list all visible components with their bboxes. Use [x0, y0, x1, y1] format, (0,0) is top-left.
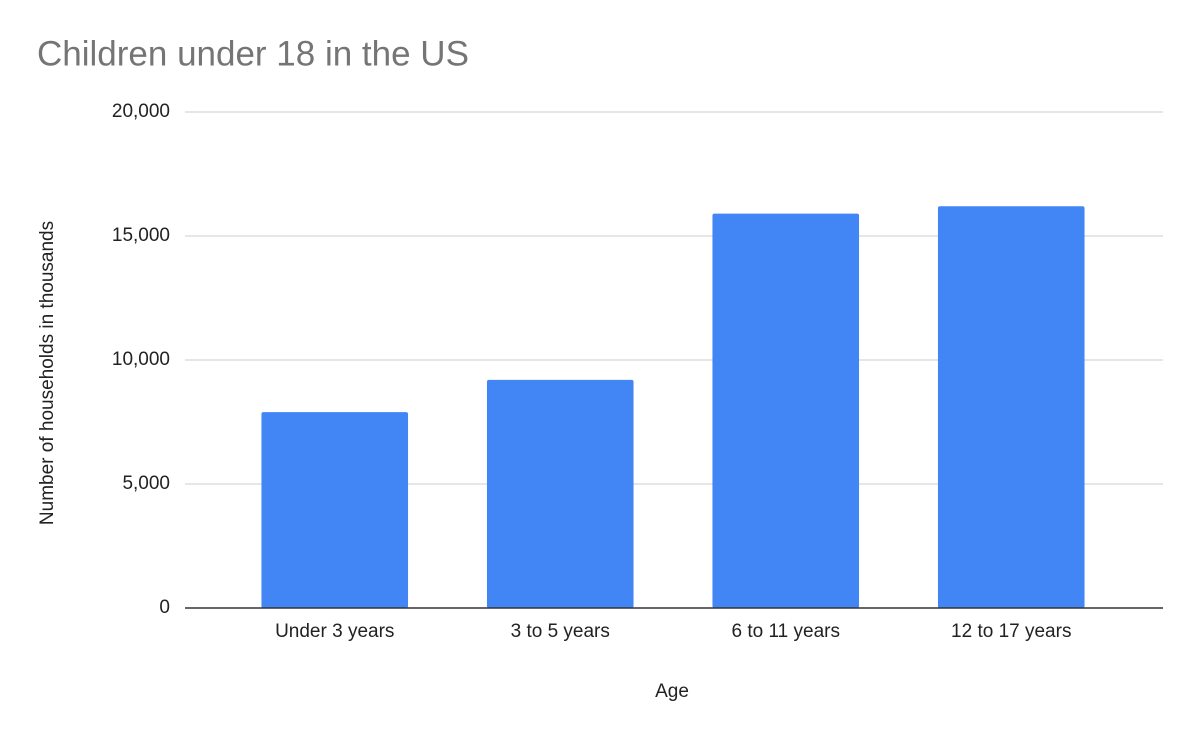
y-tick-label: 15,000: [112, 225, 170, 246]
bar: [712, 213, 860, 608]
y-tick-label: 5,000: [122, 473, 170, 494]
chart-title: Children under 18 in the US: [37, 34, 469, 73]
bar: [261, 412, 409, 608]
y-tick-label: 20,000: [112, 101, 170, 122]
y-tick-label: 10,000: [112, 349, 170, 370]
y-tick-label: 0: [159, 597, 170, 618]
x-tick-label: Under 3 years: [275, 621, 394, 642]
x-tick-label: 12 to 17 years: [951, 621, 1071, 642]
bar: [486, 379, 634, 608]
y-axis-title: Number of households in thousands: [37, 221, 58, 525]
bar: [937, 206, 1085, 609]
x-tick-label: 3 to 5 years: [511, 621, 610, 642]
x-axis-title: Age: [655, 681, 689, 702]
x-tick-label: 6 to 11 years: [732, 621, 840, 642]
